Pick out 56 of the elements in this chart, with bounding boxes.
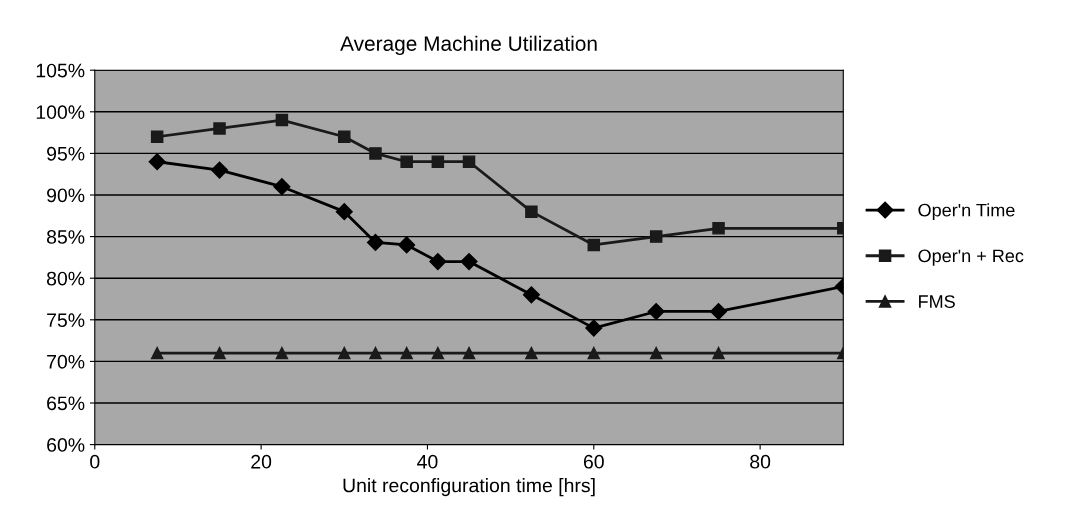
- point: [522, 286, 540, 304]
- legend-label: Oper'n + Rec: [918, 249, 1024, 266]
- point: [150, 130, 164, 144]
- point: [335, 203, 353, 221]
- point: [460, 253, 478, 271]
- point: [587, 238, 601, 252]
- y-tick-label: 70%: [47, 354, 85, 369]
- y-tick-label: 60%: [47, 438, 85, 452]
- point: [709, 302, 728, 321]
- point: [338, 346, 351, 360]
- chart-title: Average Machine Utilization: [340, 35, 597, 56]
- x-tick-label: 0: [90, 454, 100, 469]
- y-tick-label: 90%: [47, 188, 85, 203]
- point: [587, 346, 601, 360]
- point: [649, 230, 663, 243]
- x-axis-title: Unit reconfiguration time [hrs]: [343, 478, 595, 497]
- y-tick-label: 65%: [47, 396, 85, 411]
- point: [366, 233, 385, 251]
- point: [400, 155, 413, 168]
- point: [398, 236, 416, 254]
- y-tick-label: 100%: [36, 105, 85, 120]
- x-tick-label: 80: [750, 454, 771, 469]
- point: [647, 302, 665, 321]
- legend-label: Oper'n Time: [918, 203, 1015, 221]
- point: [712, 222, 725, 235]
- point: [213, 346, 226, 360]
- point: [462, 346, 476, 360]
- y-tick-label: 105%: [36, 63, 85, 78]
- point: [429, 253, 447, 271]
- point: [712, 346, 725, 360]
- point: [338, 130, 351, 144]
- point: [213, 122, 226, 135]
- point: [585, 319, 603, 337]
- point: [275, 346, 289, 360]
- point: [275, 113, 289, 127]
- x-tick-label: 60: [583, 454, 604, 469]
- point: [525, 205, 538, 218]
- y-tick-label: 95%: [47, 146, 85, 161]
- x-tick-label: 40: [417, 454, 438, 469]
- point: [210, 161, 229, 179]
- point: [273, 178, 291, 196]
- y-tick-label: 75%: [47, 313, 85, 328]
- point: [400, 346, 413, 360]
- point: [462, 155, 476, 168]
- point: [369, 346, 382, 360]
- x-tick-label: 20: [251, 454, 272, 469]
- point: [649, 346, 663, 360]
- point: [148, 153, 166, 171]
- point: [431, 155, 445, 168]
- point: [431, 346, 445, 360]
- legend-label: FMS: [919, 295, 955, 308]
- point: [525, 346, 538, 360]
- y-tick-label: 85%: [46, 230, 85, 244]
- point: [150, 346, 164, 360]
- y-tick-label: 80%: [46, 271, 85, 286]
- point: [369, 147, 382, 160]
